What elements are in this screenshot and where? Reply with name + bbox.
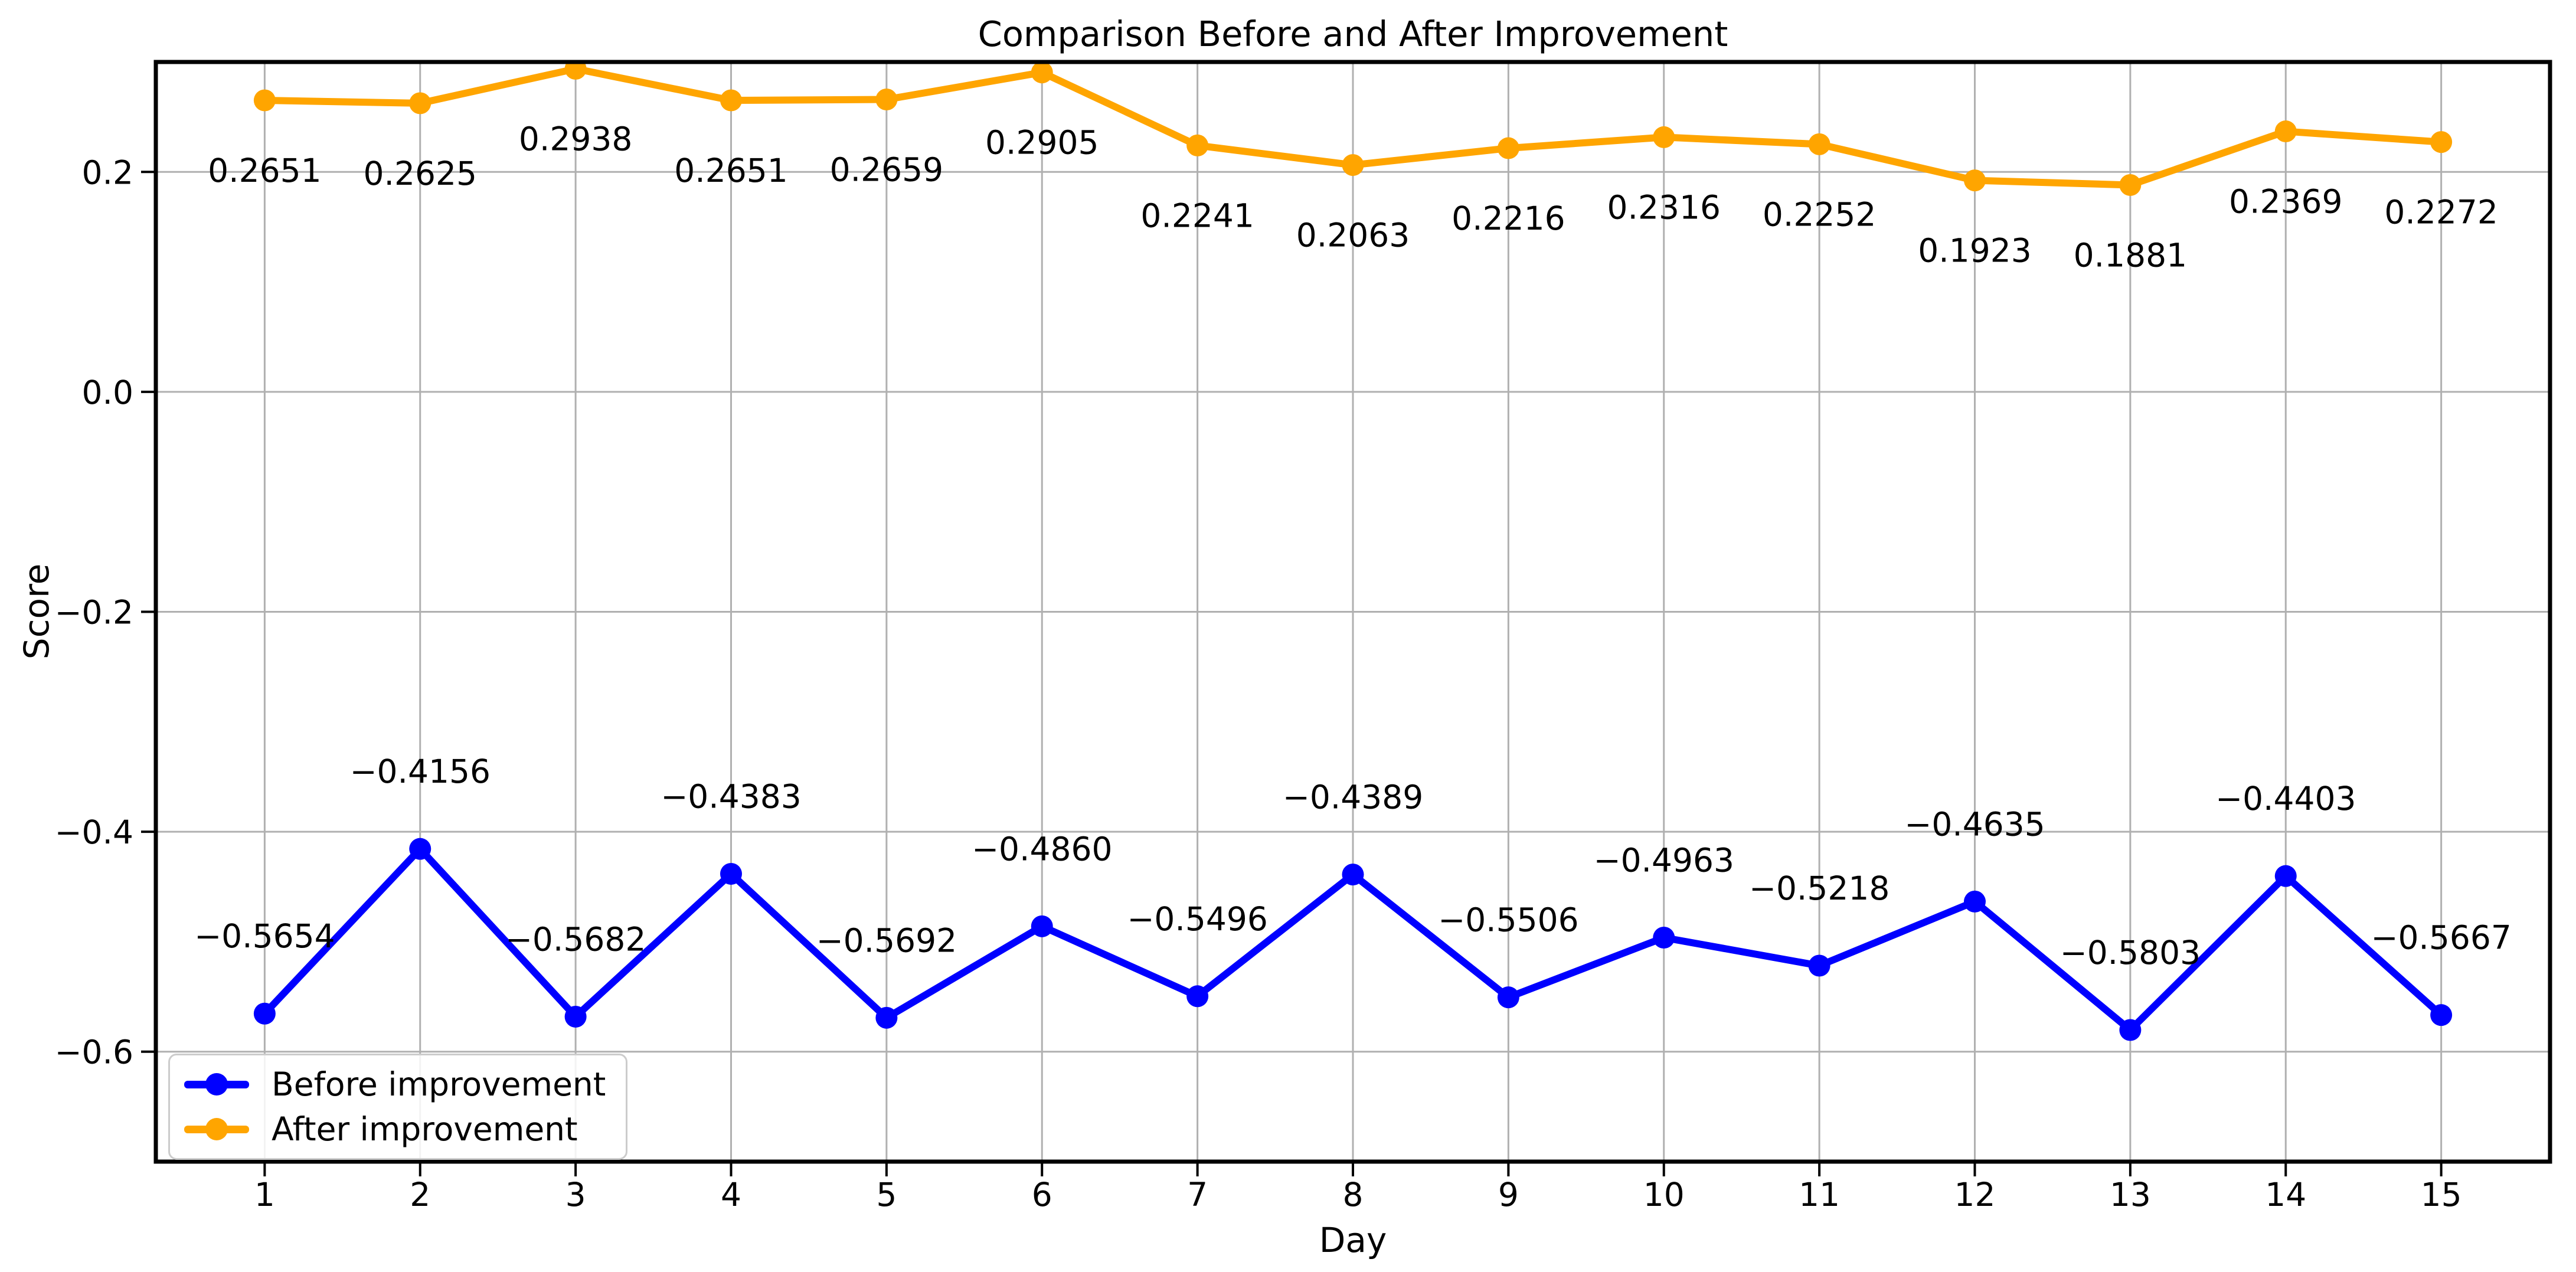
data-point-marker-1-day-2 [409,92,431,115]
data-point-label-1-day-1: 0.2651 [208,152,321,189]
legend-entry-after: After improvement [184,1108,606,1150]
legend-line-marker-icon [184,1118,249,1140]
data-point-label-1-day-10: 0.2316 [1607,188,1721,226]
data-point-label-1-day-11: 0.2252 [1763,195,1876,233]
data-point-label-0-day-1: −0.5654 [194,917,335,955]
series-group [253,62,2453,1041]
legend-entry-before: Before improvement [184,1064,606,1105]
data-point-marker-1-day-12 [1964,169,1986,192]
data-point-marker-1-day-4 [720,89,742,112]
data-point-marker-0-day-12 [1964,890,1986,913]
data-point-label-0-day-11: −0.5218 [1749,869,1890,907]
data-point-label-0-day-4: −0.4383 [661,777,802,815]
legend-label-before: Before improvement [272,1065,606,1103]
data-point-label-0-day-12: −0.4635 [1904,805,2045,843]
data-point-marker-0-day-13 [2119,1019,2142,1041]
data-point-label-1-day-4: 0.2651 [674,152,787,189]
x-tick-label-14: 14 [2265,1176,2306,1214]
data-point-label-1-day-12: 0.1923 [1918,232,2031,270]
x-tick-label-1: 1 [254,1176,275,1214]
data-point-label-0-day-10: −0.4963 [1593,842,1734,879]
data-point-marker-0-day-4 [720,862,742,885]
legend-label-after: After improvement [272,1110,578,1148]
data-point-marker-1-day-1 [253,89,276,112]
x-tick-label-6: 6 [1032,1176,1052,1214]
x-tick-label-9: 9 [1498,1176,1519,1214]
data-point-marker-0-day-8 [1342,864,1364,886]
y-tick-label-0.2: 0.2 [82,153,133,191]
data-point-marker-0-day-5 [875,1006,898,1029]
data-point-marker-1-day-5 [875,89,898,111]
x-tick-label-13: 13 [2110,1176,2151,1214]
x-tick-label-12: 12 [1954,1176,1996,1214]
data-point-marker-0-day-10 [1653,927,1675,949]
data-point-marker-0-day-9 [1497,986,1519,1009]
data-point-label-1-day-13: 0.1881 [2074,236,2187,274]
data-point-label-1-day-6: 0.2905 [985,124,1099,162]
legend-dot-icon [205,1073,228,1096]
data-point-marker-1-day-6 [1031,62,1053,84]
data-point-marker-1-day-8 [1342,154,1364,176]
data-point-label-0-day-14: −0.4403 [2215,780,2356,818]
data-point-label-0-day-6: −0.4860 [972,830,1113,868]
data-point-marker-1-day-11 [1808,133,1830,155]
chart-title: Comparison Before and After Improvement [978,14,1728,54]
x-tick-label-3: 3 [565,1176,586,1214]
x-tick-label-4: 4 [721,1176,741,1214]
data-point-label-1-day-8: 0.2063 [1296,217,1410,254]
axes-spines [153,60,2552,1164]
data-point-marker-0-day-7 [1186,985,1209,1008]
x-tick-label-7: 7 [1187,1176,1208,1214]
data-point-label-1-day-3: 0.2938 [519,120,632,158]
data-point-label-1-day-15: 0.2272 [2384,194,2497,231]
data-point-label-0-day-8: −0.4389 [1283,779,1424,816]
x-tick-label-2: 2 [410,1176,430,1214]
data-point-marker-1-day-13 [2119,174,2142,196]
data-point-marker-0-day-15 [2430,1004,2453,1026]
data-point-marker-1-day-9 [1497,137,1519,159]
data-point-marker-1-day-14 [2274,120,2297,143]
y-tick-label-0: 0.0 [82,374,133,411]
x-tick-label-8: 8 [1343,1176,1364,1214]
data-point-label-0-day-9: −0.5506 [1438,901,1579,939]
y-axis-label: Score [17,563,57,660]
data-point-marker-1-day-3 [564,62,587,80]
y-tick-label--0.6: −0.6 [54,1034,133,1071]
data-point-label-0-day-7: −0.5496 [1127,900,1268,938]
legend: Before improvement After improvement [168,1054,628,1160]
data-point-marker-1-day-7 [1186,134,1209,156]
data-point-marker-0-day-11 [1808,954,1830,977]
legend-dot-icon [205,1118,228,1140]
data-point-marker-0-day-2 [409,838,431,860]
data-point-marker-0-day-6 [1031,915,1053,937]
data-point-label-0-day-3: −0.5682 [505,920,646,958]
data-point-marker-0-day-1 [253,1002,276,1025]
data-point-label-1-day-14: 0.2369 [2229,183,2342,221]
data-point-label-0-day-15: −0.5667 [2371,919,2512,957]
x-tick-label-5: 5 [876,1176,897,1214]
data-point-label-0-day-2: −0.4156 [349,753,491,790]
x-tick-label-11: 11 [1799,1176,1840,1214]
data-point-label-1-day-2: 0.2625 [364,155,477,192]
data-point-label-1-day-9: 0.2216 [1452,200,1565,237]
legend-line-marker-icon [184,1073,249,1096]
x-axis-label: Day [1319,1220,1387,1260]
data-point-marker-0-day-3 [564,1005,587,1028]
y-tick-label--0.4: −0.4 [54,813,133,851]
data-point-label-1-day-5: 0.2659 [830,151,943,189]
x-tick-label-10: 10 [1643,1176,1685,1214]
data-point-label-1-day-7: 0.2241 [1140,197,1254,234]
data-point-label-0-day-13: −0.5803 [2060,934,2201,972]
data-point-marker-1-day-15 [2430,131,2453,153]
data-point-label-0-day-5: −0.5692 [816,921,957,959]
x-tick-label-15: 15 [2421,1176,2462,1214]
y-tick-label--0.2: −0.2 [54,594,133,632]
data-point-marker-0-day-14 [2274,865,2297,887]
data-point-marker-1-day-10 [1653,126,1675,148]
